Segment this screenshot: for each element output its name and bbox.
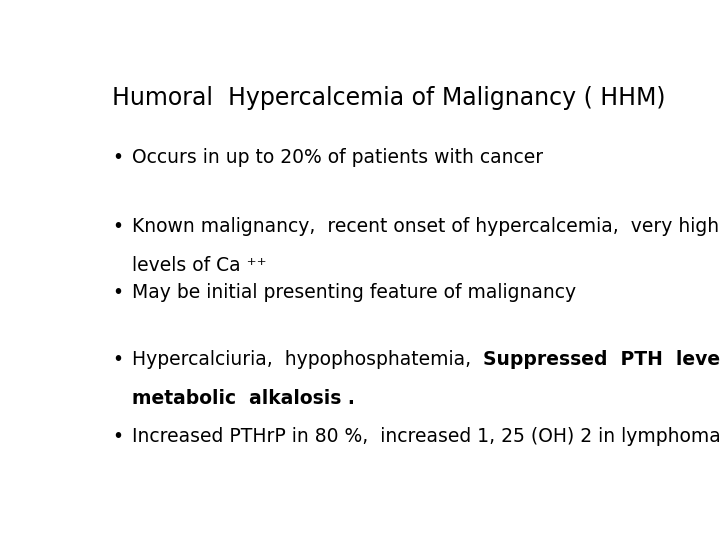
Text: Increased PTHrP in 80 %,  increased 1, 25 (OH) 2 in lymphoma: Increased PTHrP in 80 %, increased 1, 25…: [132, 427, 720, 446]
Text: •: •: [112, 427, 123, 446]
Text: •: •: [112, 349, 123, 369]
Text: May be initial presenting feature of malignancy: May be initial presenting feature of mal…: [132, 283, 576, 302]
Text: •: •: [112, 148, 123, 167]
Text: metabolic  alkalosis .: metabolic alkalosis .: [132, 389, 355, 408]
Text: Occurs in up to 20% of patients with cancer: Occurs in up to 20% of patients with can…: [132, 148, 543, 167]
Text: •: •: [112, 283, 123, 302]
Text: Humoral  Hypercalcemia of Malignancy ( HHM): Humoral Hypercalcemia of Malignancy ( HH…: [112, 85, 666, 110]
Text: Hypercalciuria,  hypophosphatemia,: Hypercalciuria, hypophosphatemia,: [132, 349, 483, 369]
Text: levels of Ca ⁺⁺: levels of Ca ⁺⁺: [132, 256, 266, 275]
Text: Suppressed  PTH  levels: Suppressed PTH levels: [483, 349, 720, 369]
Text: •: •: [112, 217, 123, 235]
Text: Known malignancy,  recent onset of hypercalcemia,  very high: Known malignancy, recent onset of hyperc…: [132, 217, 719, 235]
